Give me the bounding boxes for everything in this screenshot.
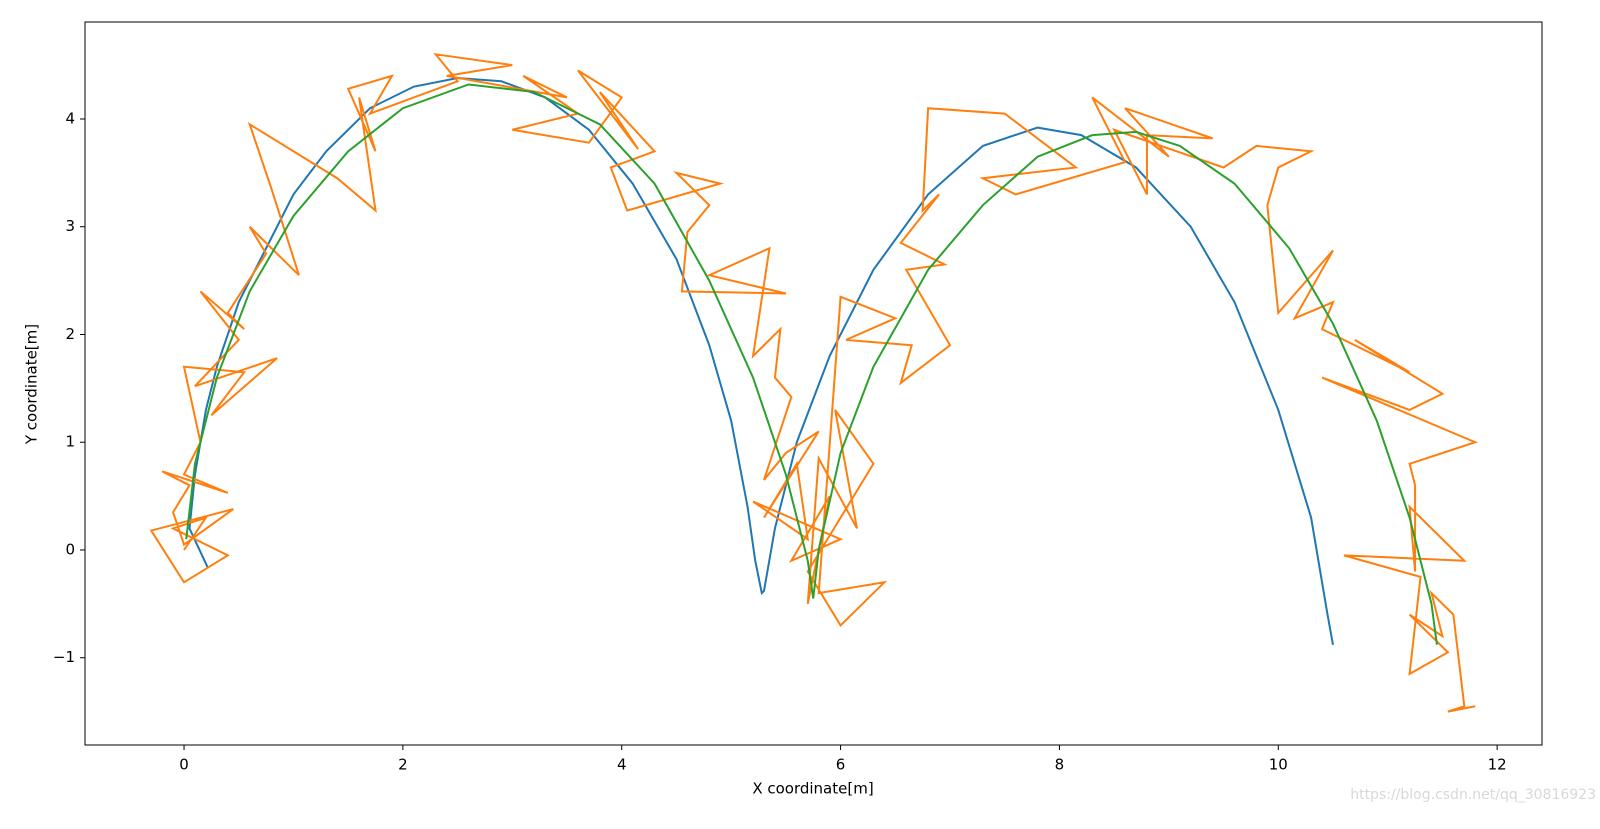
watermark: https://blog.csdn.net/qq_30816923 — [1350, 787, 1596, 803]
plot-frame — [84, 21, 1543, 746]
x-tick-label: 10 — [1269, 756, 1288, 774]
series-line — [149, 52, 1479, 713]
y-tick-label: 0 — [65, 540, 75, 558]
y-tick-label: −1 — [53, 648, 75, 666]
x-tick-label: 12 — [1488, 756, 1507, 774]
series-line — [185, 83, 1438, 645]
x-axis-label: X coordinate[m] — [752, 780, 873, 798]
series-line — [188, 77, 1334, 645]
x-tick-label: 6 — [836, 756, 846, 774]
x-tick-label: 4 — [617, 756, 627, 774]
x-tick-label: 2 — [398, 756, 408, 774]
x-tick-label: 0 — [179, 756, 189, 774]
y-tick-label: 3 — [65, 217, 75, 235]
x-tick-label: 8 — [1055, 756, 1065, 774]
y-tick-label: 4 — [65, 109, 75, 127]
y-axis-label: Y coordinate[m] — [23, 324, 41, 445]
y-tick-label: 2 — [65, 325, 75, 343]
y-tick-label: 1 — [65, 433, 75, 451]
